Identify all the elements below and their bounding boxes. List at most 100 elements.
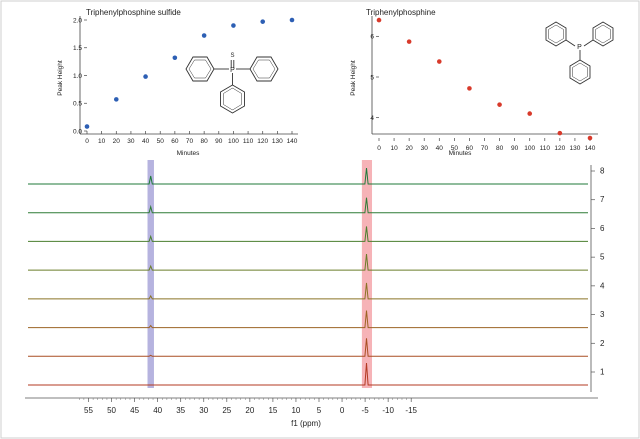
x-tick-label: 60: [171, 138, 179, 145]
right-phenyl-inner: [252, 59, 276, 79]
y-tick-label: 4: [370, 115, 374, 122]
sulfide-phosphorus-label: P: [230, 67, 235, 74]
ppm-tick-label: 20: [245, 406, 254, 415]
x-tick-label: 50: [451, 145, 459, 152]
y-tick-label: 0.5: [73, 101, 82, 108]
y-tick-label: 5: [370, 74, 374, 81]
x-tick-label: 110: [243, 138, 254, 145]
phosphine-chart-title: Triphenylphosphine: [366, 8, 436, 17]
sulfide-y-axis-label: Peak Height: [57, 60, 64, 96]
x-tick-label: 20: [406, 145, 414, 152]
x-tick-label: 10: [390, 145, 398, 152]
pp-bottom-ring: [569, 59, 591, 85]
nmr-trace: [28, 362, 588, 386]
x-tick-label: 110: [540, 145, 551, 152]
left-phenyl-inner: [188, 59, 212, 79]
sulfide-chart: Triphenylphosphine sulfide Peak Height M…: [57, 8, 298, 157]
sulfide-x-axis-label: Minutes: [177, 150, 201, 157]
highlight-band-phosphine: [361, 160, 373, 388]
ppm-tick-label: 45: [130, 406, 139, 415]
x-tick-label: 100: [228, 138, 239, 145]
ppm-tick-label: 15: [268, 406, 277, 415]
bottom-phenyl-ring: [220, 84, 245, 114]
y-tick-label: 2.0: [73, 17, 82, 24]
highlight-band-sulfide: [147, 160, 154, 388]
right-phenyl-ring: [249, 56, 279, 82]
pp-right-bond: [583, 39, 594, 47]
nmr-trace: [28, 167, 588, 185]
ppm-tick-label: -10: [382, 406, 394, 415]
y-tick-label: 6: [370, 34, 374, 41]
ppm-tick-label: 0: [340, 406, 345, 415]
trace-label: 1: [600, 368, 605, 377]
x-tick-label: 130: [569, 145, 580, 152]
bottom-phenyl-inner: [223, 87, 242, 111]
y-tick-label: 0.0: [73, 128, 82, 135]
phosphine-phosphorus-label: P: [577, 44, 582, 51]
trace-label: 8: [600, 167, 605, 176]
ppm-tick-label: 5: [317, 406, 322, 415]
trace-label: 7: [600, 195, 605, 204]
pp-left-bond: [565, 39, 576, 47]
pp-left-ring: [545, 21, 567, 47]
x-tick-label: 30: [127, 138, 135, 145]
x-tick-label: 20: [113, 138, 121, 145]
ppm-tick-label: 25: [222, 406, 231, 415]
data-point: [201, 33, 207, 38]
ppm-tick-label: 55: [84, 406, 93, 415]
data-point: [376, 17, 382, 23]
trace-label: 5: [600, 253, 605, 262]
y-tick-label: 1.5: [73, 45, 82, 52]
nmr-trace: [28, 197, 588, 214]
trace-label: 3: [600, 310, 605, 319]
sulfur-atom-label: S: [230, 53, 234, 59]
x-tick-label: 0: [85, 138, 89, 145]
pp-right-ring: [592, 21, 614, 47]
data-point: [406, 39, 412, 44]
sulfide-structure: [185, 56, 279, 114]
x-tick-label: 10: [98, 138, 106, 145]
x-tick-label: 130: [272, 138, 283, 145]
x-tick-label: 100: [524, 145, 535, 152]
ppm-tick-label: 35: [176, 406, 185, 415]
data-point: [467, 86, 472, 91]
x-tick-label: 120: [257, 138, 268, 145]
ppm-tick-label: 40: [153, 406, 162, 415]
phosphine-chart: Triphenylphosphine Peak Height Minutes 4…: [350, 8, 614, 157]
data-point: [289, 17, 295, 23]
data-point: [260, 19, 266, 24]
x-tick-label: 70: [186, 138, 194, 145]
x-tick-label: 120: [554, 145, 565, 152]
sulfide-chart-title: Triphenylphosphine sulfide: [86, 8, 181, 17]
left-phenyl-ring: [185, 56, 215, 82]
trace-label: 2: [600, 339, 605, 348]
phosphine-y-axis-label: Peak Height: [350, 60, 357, 96]
x-tick-label: 80: [496, 145, 504, 152]
x-tick-label: 90: [215, 138, 223, 145]
x-tick-label: 40: [436, 145, 444, 152]
x-tick-label: 70: [481, 145, 489, 152]
nmr-trace: [28, 310, 588, 329]
x-tick-label: 90: [511, 145, 519, 152]
pp-bottom-inner: [572, 62, 588, 82]
nmr-trace: [28, 254, 588, 271]
trace-label: 4: [600, 281, 605, 290]
ppm-tick-label: -15: [405, 406, 417, 415]
x-tick-label: 140: [585, 145, 596, 152]
data-point: [436, 59, 442, 64]
nmr-x-axis-label: f1 (ppm): [291, 419, 321, 428]
data-point: [587, 135, 593, 141]
ppm-tick-label: 30: [199, 406, 208, 415]
data-point: [84, 124, 90, 129]
data-point: [231, 23, 236, 28]
data-point: [497, 102, 502, 107]
x-tick-label: 80: [201, 138, 209, 145]
ppm-tick-label: -5: [362, 406, 370, 415]
ppm-tick-label: 50: [107, 406, 116, 415]
pp-right-inner: [595, 24, 611, 44]
x-tick-label: 0: [377, 145, 381, 152]
trace-label: 6: [600, 224, 605, 233]
